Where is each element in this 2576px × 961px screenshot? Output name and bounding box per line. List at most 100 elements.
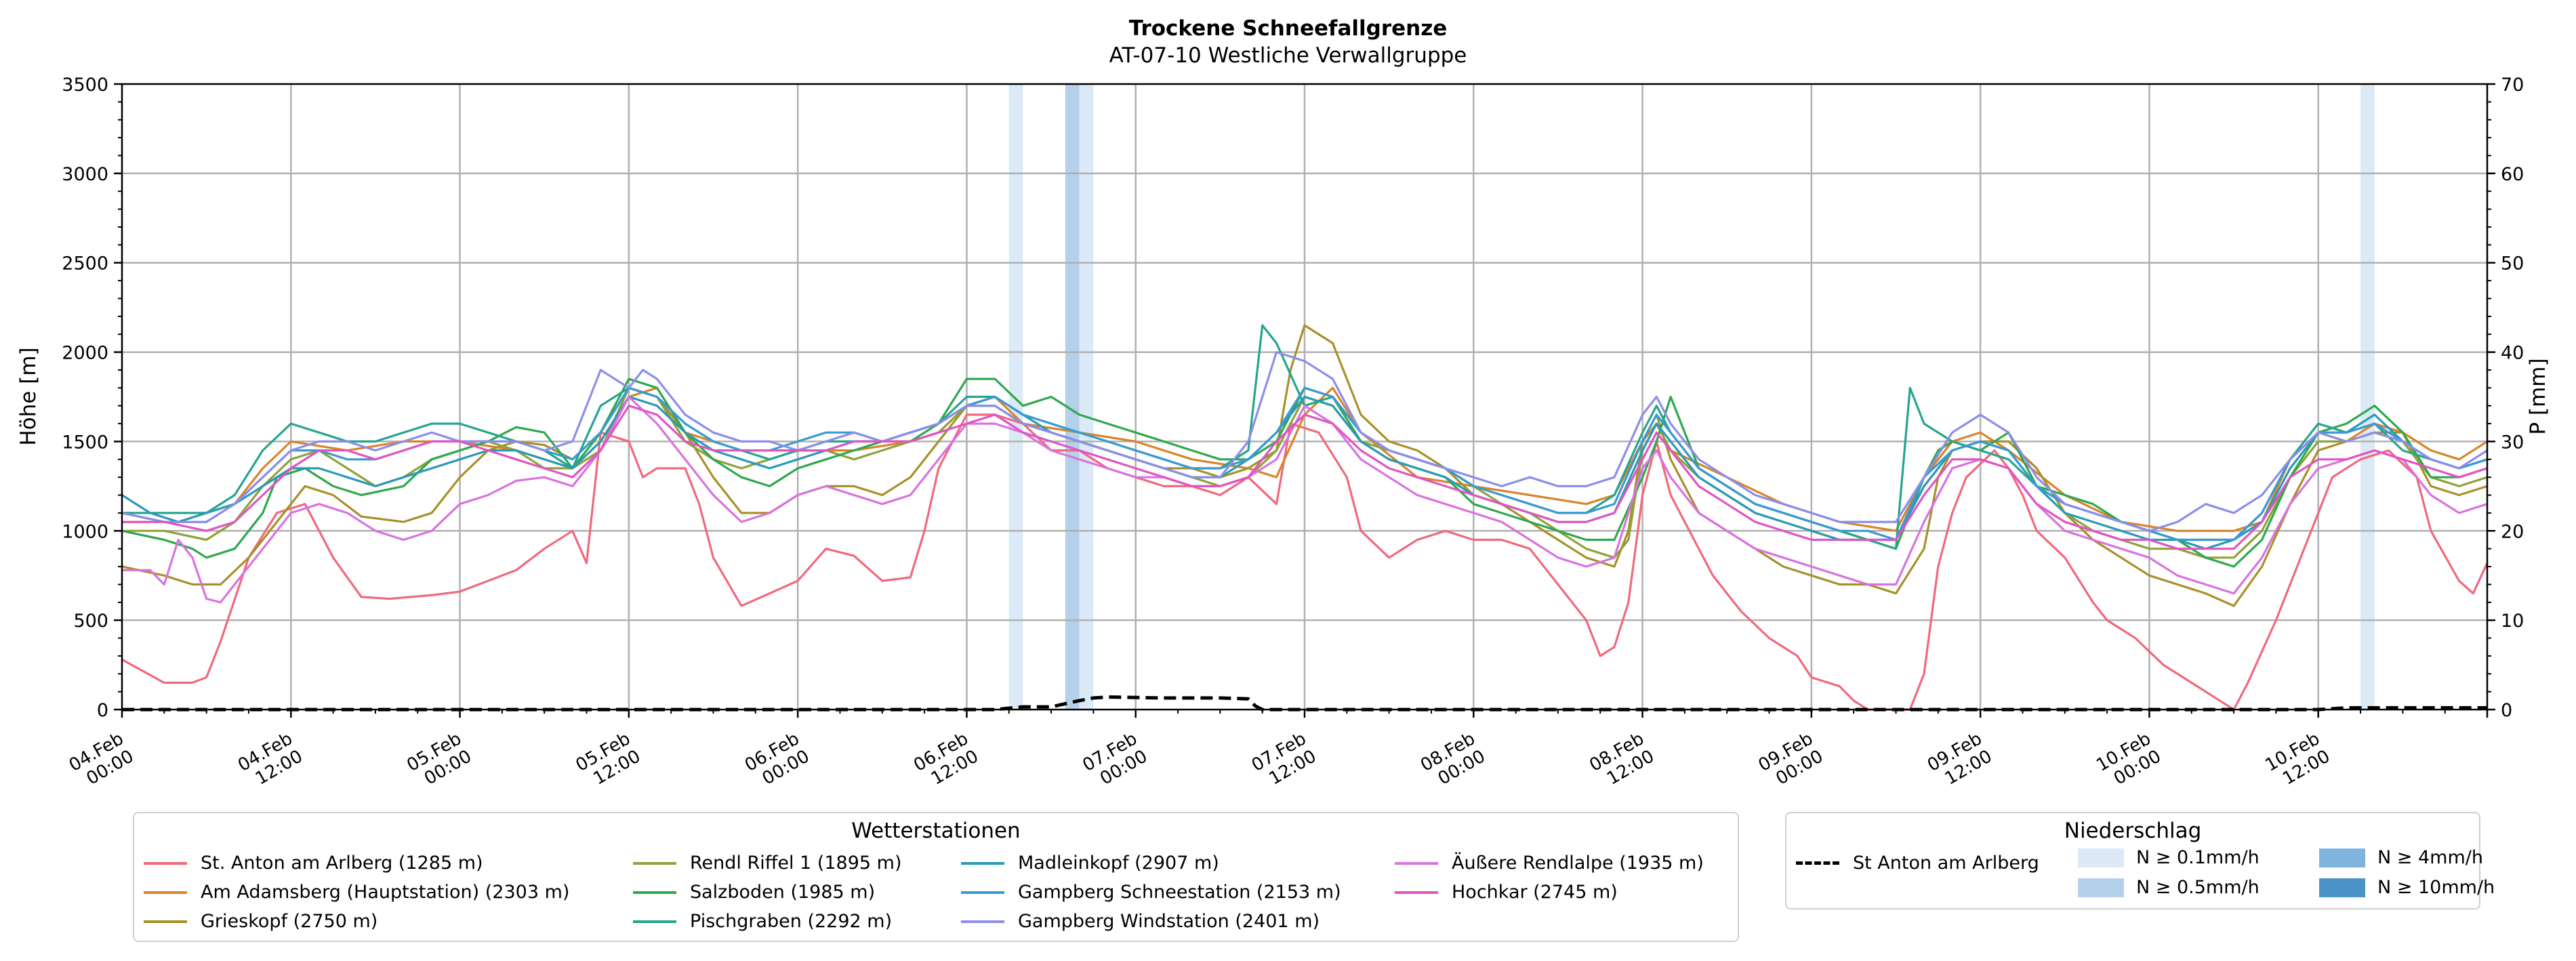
y2-tick-label: 70 <box>2501 75 2524 96</box>
y2-tick-label: 20 <box>2501 521 2524 542</box>
legend-item: Rendl Riffel 1 (1895 m) <box>633 853 901 874</box>
y-tick-label: 3000 <box>62 164 108 185</box>
x-tick-label: 04.Feb12:00 <box>234 729 306 794</box>
legend-label: Salzboden (1985 m) <box>690 882 876 903</box>
legend-label: St. Anton am Arlberg (1285 m) <box>201 853 483 874</box>
x-tick-label: 05.Feb12:00 <box>573 729 645 794</box>
legend-patch <box>2319 848 2365 867</box>
y-tick-label: 2500 <box>62 253 108 274</box>
y-tick-label: 2000 <box>62 343 108 364</box>
precip-band-3 <box>2360 84 2375 710</box>
legend-precip-label: N ≥ 10mm/h <box>2377 877 2495 898</box>
precip-band-1 <box>1065 84 1080 710</box>
x-tick-label: 10.Feb00:00 <box>2093 729 2165 794</box>
x-tick-label: 09.Feb00:00 <box>1755 729 1827 794</box>
x-tick-label: 09.Feb12:00 <box>1924 729 1996 794</box>
series-line-0 <box>121 413 2489 711</box>
y2-tick-label: 40 <box>2501 343 2524 364</box>
legend-item: Äußere Rendlalpe (1935 m) <box>1395 853 1704 874</box>
legend-item: Grieskopf (2750 m) <box>144 911 377 932</box>
series-line-9 <box>122 395 2488 604</box>
legend-label: Madleinkopf (2907 m) <box>1018 853 1219 874</box>
legend-patch <box>2078 878 2124 897</box>
legend-label: Grieskopf (2750 m) <box>201 911 378 932</box>
legend-swatch <box>144 891 187 894</box>
legend-item: Am Adamsberg (Hauptstation) (2303 m) <box>144 882 569 903</box>
chart-subtitle: AT-07-10 Westliche Verwallgruppe <box>1109 43 1467 68</box>
chart-title: Trockene Schneefallgrenze <box>1128 16 1448 41</box>
y-tick-label: 1500 <box>62 432 108 453</box>
axes: 0 500 1000 1500 2000 2500 3000 3500 0 10 20 30 40 50 6… <box>62 75 2524 794</box>
y-tick-label: 0 <box>97 700 108 721</box>
x-tick-label: 08.Feb00:00 <box>1417 729 1489 794</box>
precip-band-0 <box>1008 84 1023 710</box>
legend-swatch <box>961 861 1004 865</box>
y2-tick-label: 10 <box>2501 611 2524 632</box>
legend-precip-line: St Anton am Arlberg <box>1796 853 2039 874</box>
legend-swatch <box>1395 891 1438 894</box>
y-tick-label: 500 <box>73 611 108 632</box>
y2-tick-label: 0 <box>2501 700 2512 721</box>
x-tick-label: 04.Feb00:00 <box>66 729 138 794</box>
legend-stations: Wetterstationen St. Anton am Arlberg (12… <box>133 812 1739 942</box>
legend-precip: Niederschlag St Anton am Arlberg N ≥ 0.1… <box>1785 812 2495 909</box>
legend-swatch <box>144 920 187 923</box>
legend-precip-line-label: St Anton am Arlberg <box>1853 853 2039 874</box>
x-tick-label: 06.Feb12:00 <box>910 729 982 794</box>
y2-tick-label: 30 <box>2501 432 2524 453</box>
series-line-8 <box>121 350 2488 532</box>
legend-patch <box>2078 848 2124 867</box>
series-line-10 <box>122 405 2488 550</box>
precip-bands <box>1008 84 2375 710</box>
legend-precip-label: N ≥ 4mm/h <box>2377 847 2483 868</box>
legend-stations-title: Wetterstationen <box>851 819 1021 843</box>
x-tick-label: 06.Feb00:00 <box>741 729 813 794</box>
dashed-line-swatch <box>1796 861 1839 865</box>
legend-precip-label: N ≥ 0.5mm/h <box>2136 877 2260 898</box>
legend-swatch <box>961 891 1004 894</box>
legend-precip-class: N ≥ 10mm/h <box>2319 877 2495 898</box>
legend-label: Gampberg Windstation (2401 m) <box>1018 911 1320 932</box>
legend-precip-class: N ≥ 0.1mm/h <box>2078 847 2260 868</box>
legend-item: St. Anton am Arlberg (1285 m) <box>144 853 483 874</box>
x-tick-label: 10.Feb12:00 <box>2262 729 2334 794</box>
x-tick-label: 08.Feb12:00 <box>1586 729 1658 794</box>
legend-item: Gampberg Windstation (2401 m) <box>961 911 1320 932</box>
legend-item: Pischgraben (2292 m) <box>633 911 892 932</box>
legend-label: Pischgraben (2292 m) <box>690 911 893 932</box>
legend-item: Salzboden (1985 m) <box>633 882 875 903</box>
legend-swatch <box>144 861 187 865</box>
legend-precip-class: N ≥ 4mm/h <box>2319 847 2483 868</box>
grid <box>122 84 2487 710</box>
legend-swatch <box>633 920 676 923</box>
legend-label: Äußere Rendlalpe (1935 m) <box>1452 853 1704 874</box>
legend-patch <box>2319 878 2365 897</box>
legend-label: Rendl Riffel 1 (1895 m) <box>690 853 902 874</box>
y-axis-label: Höhe [m] <box>16 347 41 445</box>
x-tick-label: 05.Feb00:00 <box>403 729 475 794</box>
y-tick-label: 1000 <box>62 521 108 542</box>
legend-label: Hochkar (2745 m) <box>1452 882 1618 903</box>
legend-swatch <box>1395 861 1438 865</box>
y2-axis-label: P [mm] <box>2526 358 2550 434</box>
x-tick-label: 07.Feb12:00 <box>1248 729 1320 794</box>
x-tick-label: 07.Feb00:00 <box>1080 729 1151 794</box>
series-line-6 <box>121 395 2488 550</box>
legend-item: Hochkar (2745 m) <box>1395 882 1618 903</box>
legend-precip-class: N ≥ 0.5mm/h <box>2078 877 2260 898</box>
legend-swatch <box>633 861 676 865</box>
legend-precip-label: N ≥ 0.1mm/h <box>2136 847 2260 868</box>
y2-tick-label: 50 <box>2501 253 2524 274</box>
precip-band-2 <box>1079 84 1094 710</box>
legend-precip-title: Niederschlag <box>2064 819 2202 843</box>
legend-swatch <box>633 891 676 894</box>
legend-label: Gampberg Schneestation (2153 m) <box>1018 882 1341 903</box>
legend-label: Am Adamsberg (Hauptstation) (2303 m) <box>201 882 570 903</box>
legend-swatch <box>961 920 1004 923</box>
legend-item: Madleinkopf (2907 m) <box>961 853 1219 874</box>
legend-item: Gampberg Schneestation (2153 m) <box>961 882 1341 903</box>
y-tick-label: 3500 <box>62 75 108 96</box>
series-lines <box>121 324 2489 711</box>
y2-tick-label: 60 <box>2501 164 2524 185</box>
